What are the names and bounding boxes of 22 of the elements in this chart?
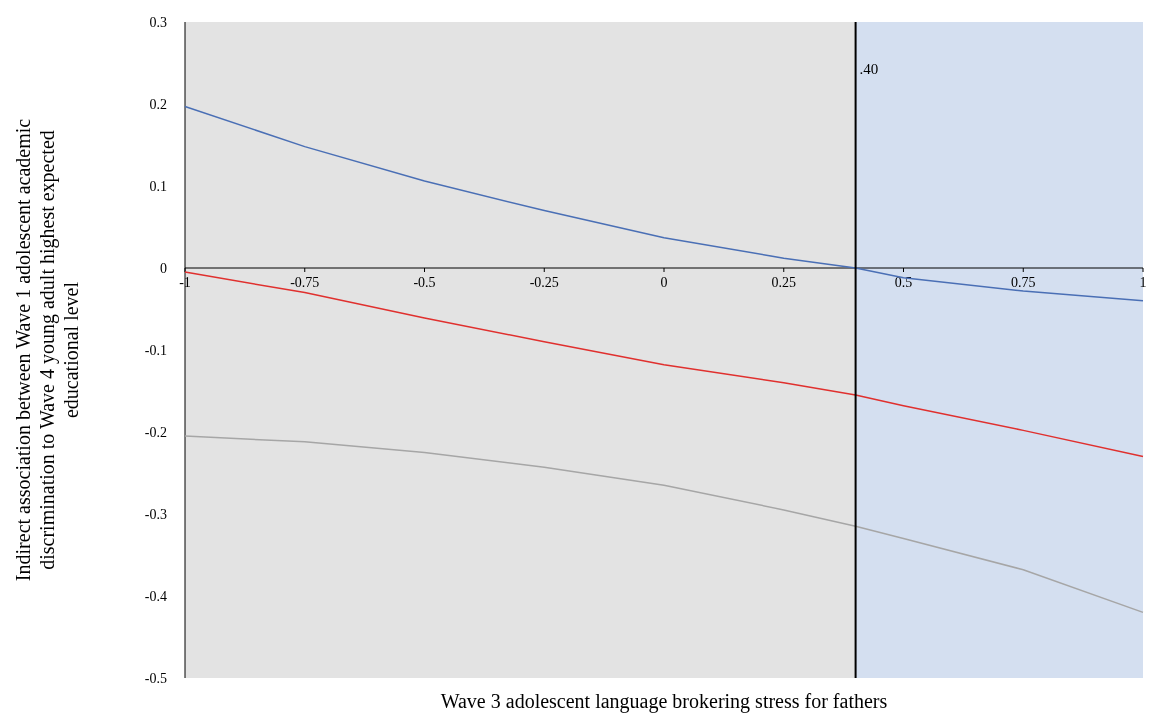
y-tick-label: -0.5: [144, 671, 167, 686]
x-tick-label: -0.5: [413, 275, 436, 290]
x-tick-label: -0.25: [529, 275, 559, 290]
y-tick-label: -0.2: [144, 425, 167, 440]
x-tick-label: -1: [179, 275, 191, 290]
x-tick-label: 0.5: [894, 275, 913, 290]
y-tick-label: -0.4: [144, 589, 167, 604]
x-tick-label: 0.75: [1011, 275, 1036, 290]
y-tick-label: -0.3: [144, 507, 167, 522]
y-tick-label: 0.1: [149, 179, 167, 194]
x-tick-label: 0.25: [771, 275, 796, 290]
y-tick-label: 0.2: [149, 97, 167, 112]
x-tick-label: -0.75: [290, 275, 320, 290]
x-tick-label: 1: [1139, 275, 1147, 290]
y-tick-label: 0.3: [149, 15, 167, 30]
line-series: [184, 435, 1144, 614]
y-tick-label: 0: [160, 261, 167, 276]
x-tick-label: 0: [660, 275, 668, 290]
ref-line-label: .40: [859, 61, 879, 77]
x-axis-title: Wave 3 adolescent language brokering stress for fathers: [440, 690, 888, 713]
y-axis-title: Indirect association between Wave 1 adolescent academic discrimination to Wave 4 young adult highest expected educational level: [12, 118, 82, 582]
y-tick-label: -0.1: [144, 343, 167, 358]
